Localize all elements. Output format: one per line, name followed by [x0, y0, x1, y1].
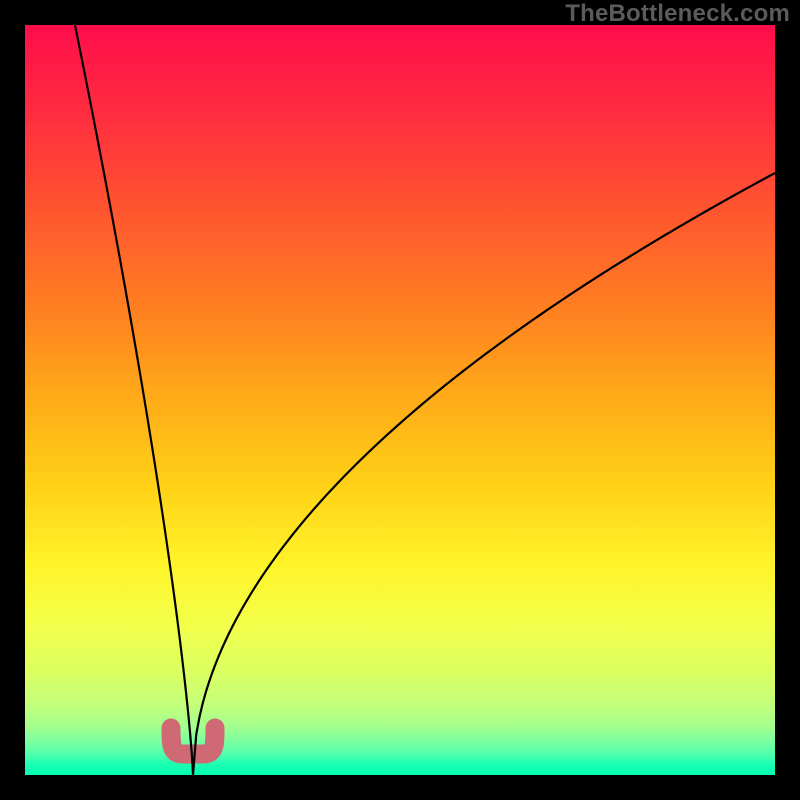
- plot-background: [25, 25, 775, 775]
- watermark-text: TheBottleneck.com: [565, 0, 790, 28]
- bottleneck-chart-svg: [0, 0, 800, 800]
- chart-root: TheBottleneck.com: [0, 0, 800, 800]
